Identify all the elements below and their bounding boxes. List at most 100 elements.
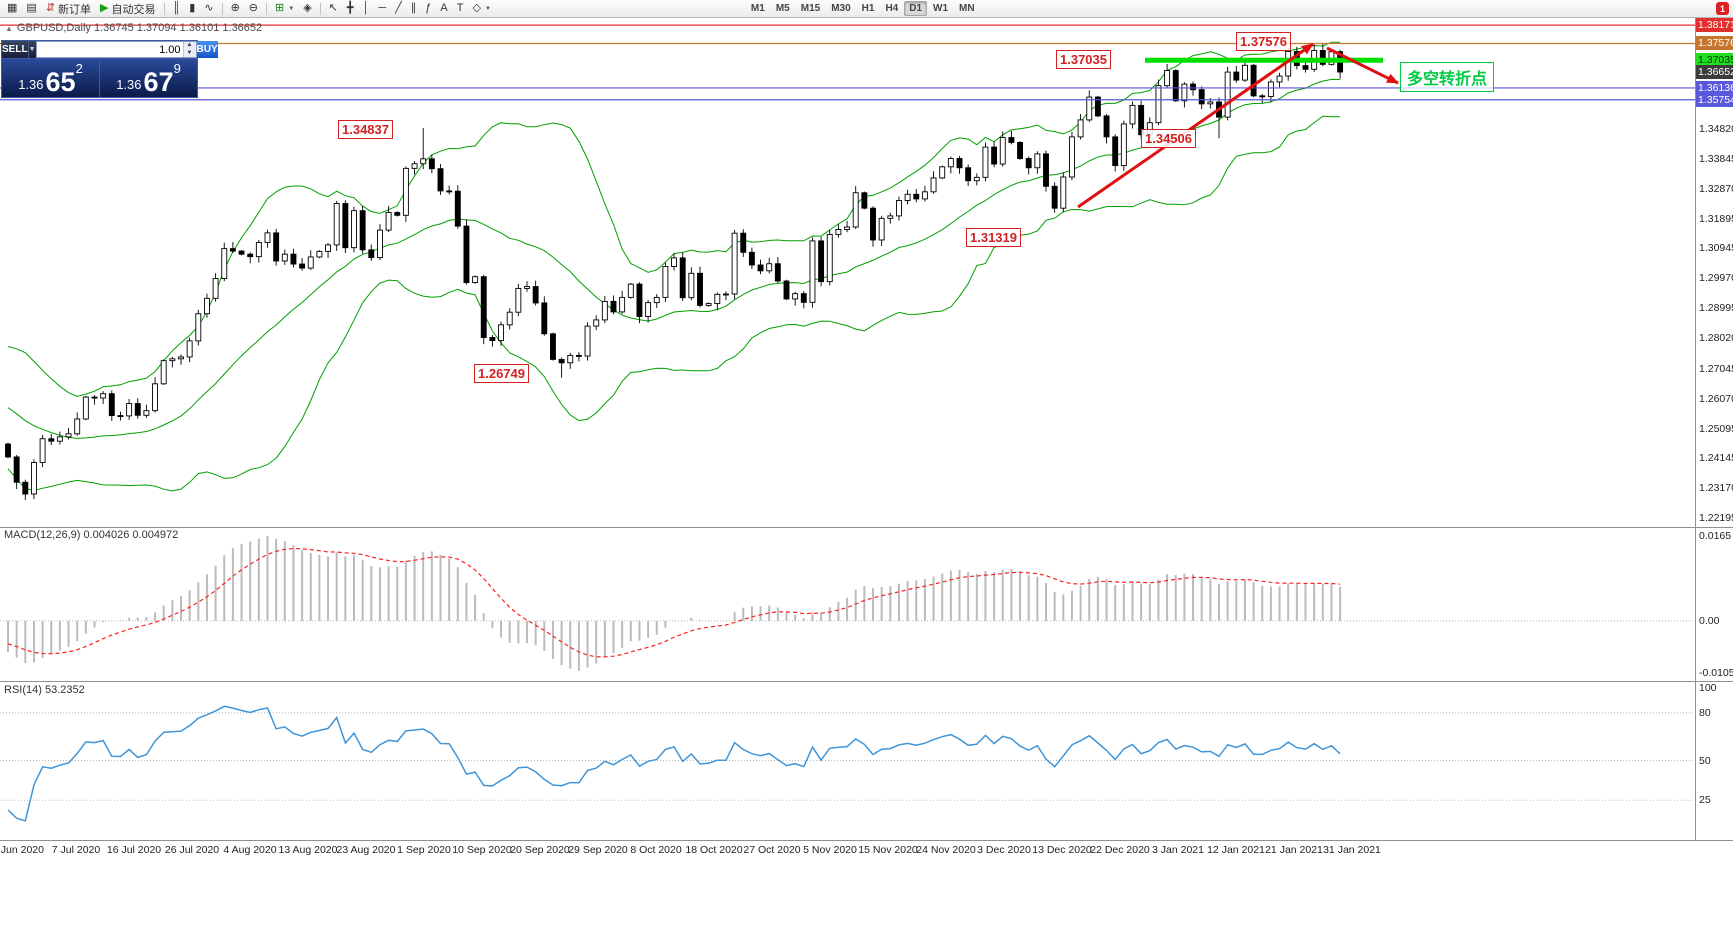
objects-icon: ◈ — [303, 2, 312, 14]
notification-badge[interactable]: 1 — [1716, 2, 1729, 15]
profiles-icon: ▤ — [26, 2, 37, 14]
cursor-icon: ↖ — [328, 2, 338, 14]
timeframe-d1[interactable]: D1 — [904, 1, 928, 16]
trend-arrows[interactable] — [1077, 42, 1399, 209]
zoom-out-icon: ⊖ — [248, 2, 259, 14]
sell-price-point: 2 — [75, 61, 83, 76]
timeframe-m5[interactable]: M5 — [775, 3, 790, 14]
price-tag-annotation: 1.31319 — [966, 228, 1021, 247]
date-axis-label: 20 Sep 2020 — [510, 844, 570, 856]
timeframe-m30[interactable]: M30 — [831, 3, 851, 14]
date-axis-label: 7 Jul 2020 — [51, 844, 101, 856]
objects-button[interactable]: ◈ — [299, 0, 315, 17]
date-axis-label: 18 Oct 2020 — [685, 844, 743, 856]
rsi-axis-label: 25 — [1699, 794, 1711, 807]
timeframe-h1[interactable]: H1 — [861, 3, 875, 14]
timeframe-group: M1 M5 M15 M30 H1 H4 D1 W1 MN — [746, 1, 980, 16]
new-chart-button[interactable]: ▦ — [3, 0, 21, 17]
chart-area[interactable]: ▲ GBPUSD,Daily 1.36745 1.37094 1.36101 1… — [0, 18, 1733, 940]
symbol-ohlc-text: GBPUSD,Daily 1.36745 1.37094 1.36101 1.3… — [16, 22, 263, 34]
label-button[interactable]: T — [453, 0, 468, 17]
price-axis-label: 1.23170 — [1699, 482, 1733, 495]
date-axis-label: 13 Aug 2020 — [278, 844, 338, 856]
order-options-caret-icon[interactable]: ▼ — [27, 41, 36, 58]
price-axis-label: 1.26070 — [1699, 392, 1733, 405]
volume-down-icon[interactable]: ▼ — [183, 49, 196, 57]
timeframe-w1[interactable]: W1 — [933, 3, 949, 14]
zoom-in-icon: ⊕ — [230, 2, 240, 14]
candlestick-chart-icon: ▮ — [189, 2, 196, 14]
date-axis-label: 23 Aug 2020 — [336, 844, 396, 856]
price-axis-marker: 1.35754 — [1696, 92, 1733, 107]
autotrading-icon: ▶ — [100, 2, 109, 14]
bar-chart-icon: ║ — [172, 2, 181, 14]
channel-button[interactable]: ∥ — [407, 0, 421, 17]
horizontal-line-button[interactable]: ─ — [374, 0, 390, 17]
date-axis-label: 27 Oct 2020 — [743, 844, 801, 856]
fibonacci-icon: ƒ — [425, 2, 432, 14]
crosshair-button[interactable]: ╋ — [343, 0, 358, 17]
sell-price-display[interactable]: 1.36 65 2 — [2, 59, 100, 97]
vertical-line-button[interactable]: │ — [359, 0, 374, 17]
price-axis-label: 1.34820 — [1699, 122, 1733, 135]
macd-axis-label: -0.010571 — [1699, 667, 1733, 679]
date-axis-label: 26 Jul 2020 — [164, 844, 220, 856]
candlestick-chart-button[interactable]: ▮ — [185, 0, 199, 17]
cursor-button[interactable]: ↖ — [325, 0, 342, 17]
buy-price-base: 1.36 — [116, 77, 142, 93]
timeframe-m1[interactable]: M1 — [750, 3, 765, 14]
line-chart-icon: ∿ — [204, 2, 214, 14]
date-axis-label: 13 Dec 2020 — [1032, 844, 1092, 856]
date-axis-label: 21 Jan 2021 — [1265, 844, 1323, 856]
toolbar-separator — [319, 2, 321, 15]
toolbar-separator — [163, 2, 165, 15]
price-axis-label: 1.29970 — [1699, 272, 1733, 285]
buy-price-display[interactable]: 1.36 67 9 — [100, 59, 197, 97]
new-order-button[interactable]: ⇵ 新订单 — [42, 0, 95, 17]
autotrading-button[interactable]: ▶ 自动交易 — [96, 0, 159, 17]
one-click-trading-panel: SELL ▼ ▲ ▼ BUY 1.36 65 2 1.36 67 9 — [1, 40, 218, 98]
date-axis-label: 8 Jun 2020 — [0, 844, 44, 856]
timeframe-m15[interactable]: M15 — [800, 3, 821, 14]
shapes-button[interactable]: ◇ ▼ — [469, 0, 495, 17]
chevron-down-icon[interactable]: ▼ — [288, 5, 295, 12]
date-axis-label: 5 Nov 2020 — [803, 844, 857, 856]
timeframe-mn[interactable]: MN — [959, 3, 975, 14]
label-icon: T — [456, 2, 464, 14]
chevron-down-icon[interactable]: ▼ — [484, 5, 491, 12]
price-axis-label: 1.28020 — [1699, 332, 1733, 345]
price-axis-label: 1.32870 — [1699, 182, 1733, 195]
date-axis-label: 29 Sep 2020 — [568, 844, 628, 856]
line-chart-button[interactable]: ∿ — [200, 0, 217, 17]
date-axis-label: 31 Jan 2021 — [1323, 844, 1381, 856]
collapse-icon[interactable]: ▲ — [5, 23, 13, 33]
horizontal-price-lines[interactable] — [0, 24, 1695, 101]
price-axis-marker: 1.37035 — [1696, 53, 1733, 68]
text-button[interactable]: A — [436, 0, 451, 17]
sell-price-base: 1.36 — [18, 77, 44, 93]
buy-price-pips: 67 — [143, 67, 174, 98]
bar-chart-button[interactable]: ║ — [169, 0, 185, 17]
date-axis-label: 15 Nov 2020 — [858, 844, 918, 856]
price-tag-annotation: 1.37035 — [1056, 50, 1111, 69]
buy-price-point: 9 — [173, 61, 181, 76]
trendline-button[interactable]: ╱ — [391, 0, 406, 17]
new-order-icon: ⇵ — [45, 2, 56, 14]
timeframe-h4[interactable]: H4 — [885, 3, 899, 14]
indicators-button[interactable]: ⊞ ▼ — [271, 0, 298, 17]
volume-input[interactable] — [36, 42, 183, 57]
macd-histogram — [7, 535, 1342, 671]
fibonacci-button[interactable]: ƒ — [421, 0, 435, 17]
buy-button[interactable]: BUY — [196, 41, 218, 58]
profiles-button[interactable]: ▤ — [22, 0, 40, 17]
date-axis-label: 3 Jan 2021 — [1152, 844, 1204, 856]
zoom-in-button[interactable]: ⊕ — [227, 0, 244, 17]
turning-point-label: 多空转折点 — [1400, 62, 1495, 92]
price-axis-label: 1.33845 — [1699, 152, 1733, 165]
zoom-out-button[interactable]: ⊖ — [245, 0, 262, 17]
pane-separators — [0, 18, 1733, 841]
chart-canvas — [0, 18, 1733, 841]
volume-up-icon[interactable]: ▲ — [183, 42, 196, 50]
sell-button[interactable]: SELL — [2, 41, 28, 58]
rsi-indicator-label: RSI(14) 53.2352 — [4, 684, 85, 696]
